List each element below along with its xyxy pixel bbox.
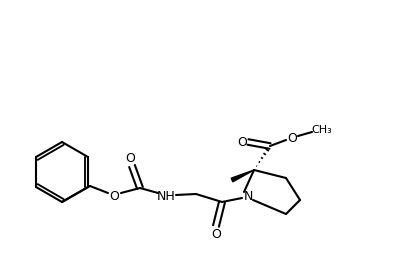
Text: O: O (109, 189, 119, 202)
Text: O: O (287, 131, 297, 144)
Text: O: O (211, 228, 221, 242)
Text: O: O (237, 135, 247, 148)
Text: N: N (243, 189, 253, 202)
Text: O: O (125, 152, 135, 164)
Text: CH₃: CH₃ (312, 125, 332, 135)
Polygon shape (231, 170, 254, 182)
Text: NH: NH (157, 189, 176, 202)
